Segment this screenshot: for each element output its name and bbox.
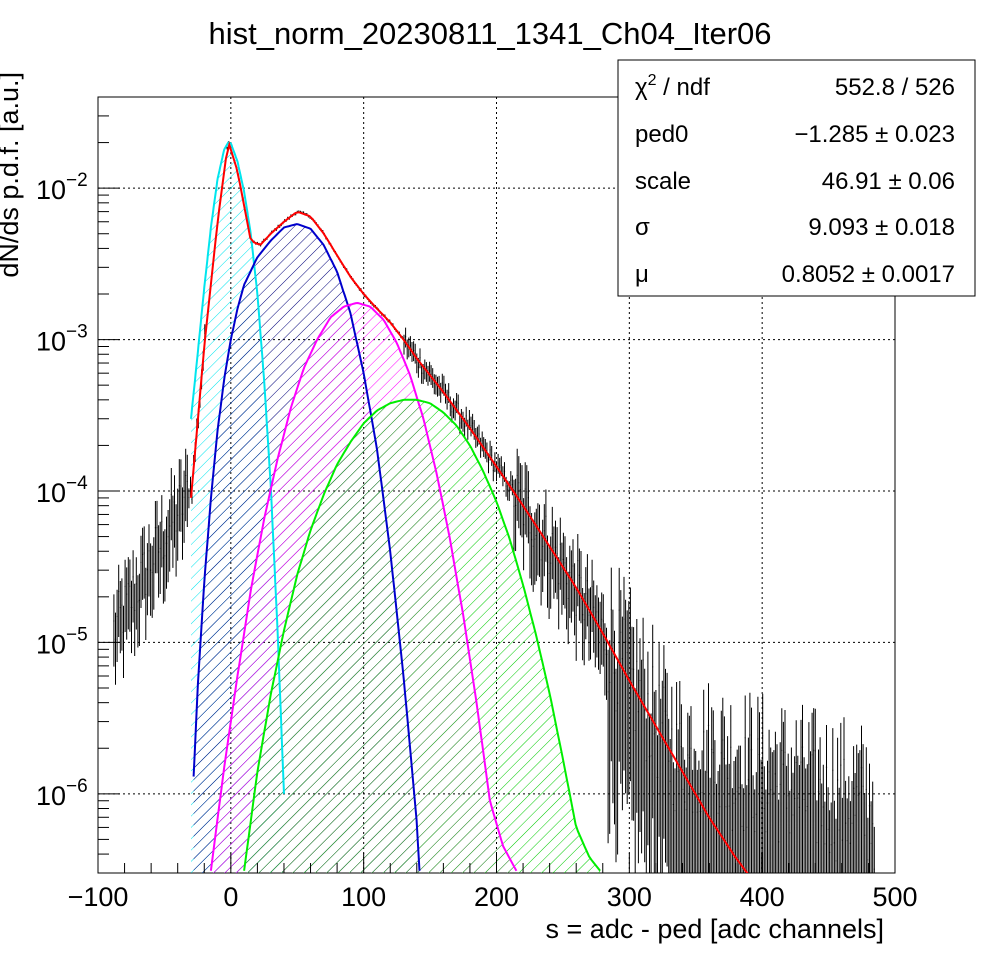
stats-param-value: 9.093 ± 0.018 [808,214,955,241]
y-tick-label: 10−3 [36,322,88,357]
stats-param-value: 46.91 ± 0.06 [822,168,955,195]
stats-param-name: ped0 [635,121,688,148]
y-tick-label: 10−6 [36,776,88,811]
second-photoelectron-component-curve [209,301,518,872]
x-tick-label: 300 [607,882,652,912]
x-tick-label: −100 [68,882,129,912]
stats-box: χ2 / ndf 552.8 / 526 ped0 −1.285 ± 0.023 sca… [617,59,976,297]
third-photoelectron-component-fill [244,399,601,873]
fit-curves [190,140,749,873]
pedestal-component-curve [190,141,285,794]
x-tick-label: 0 [223,882,238,912]
y-tick-label: 10−2 [36,170,88,205]
axis-ticks: −100 0 100 200 300 400 500 10−6 10−5 10−4 10−3 10−2 [36,115,918,912]
x-tick-label: 100 [341,882,386,912]
stats-param-name: scale [635,168,691,195]
stats-param-value: −1.285 ± 0.023 [794,121,955,148]
x-tick-label: 500 [872,882,917,912]
stats-param-value: 552.8 / 526 [835,74,955,101]
total-fit-curve [190,140,749,873]
first-photoelectron-component-curve [192,223,421,871]
third-photoelectron-component-curve [243,398,601,872]
component-fills [191,142,601,873]
stats-param-name: μ [635,261,649,288]
x-tick-label: 200 [474,882,519,912]
x-axis-label: s = adc - ped [adc channels] [546,914,884,944]
chart-title: hist_norm_20230811_1341_Ch04_Iter06 [208,16,771,51]
x-tick-label: 400 [740,882,785,912]
stats-param-value: 0.8052 ± 0.0017 [782,261,955,288]
y-tick-label: 10−4 [36,473,88,508]
y-axis-label: dN/ds p.d.f. [a.u.] [0,72,24,278]
y-tick-label: 10−5 [36,624,88,659]
stats-param-name: χ2 / ndf [635,72,710,101]
stats-param-name: σ [635,214,650,241]
